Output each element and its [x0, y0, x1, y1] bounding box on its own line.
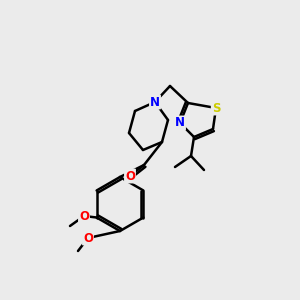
Text: O: O: [125, 169, 135, 182]
Text: S: S: [212, 101, 220, 115]
Text: O: O: [83, 232, 93, 244]
Text: N: N: [175, 116, 185, 130]
Text: O: O: [79, 209, 89, 223]
Text: N: N: [150, 95, 160, 109]
